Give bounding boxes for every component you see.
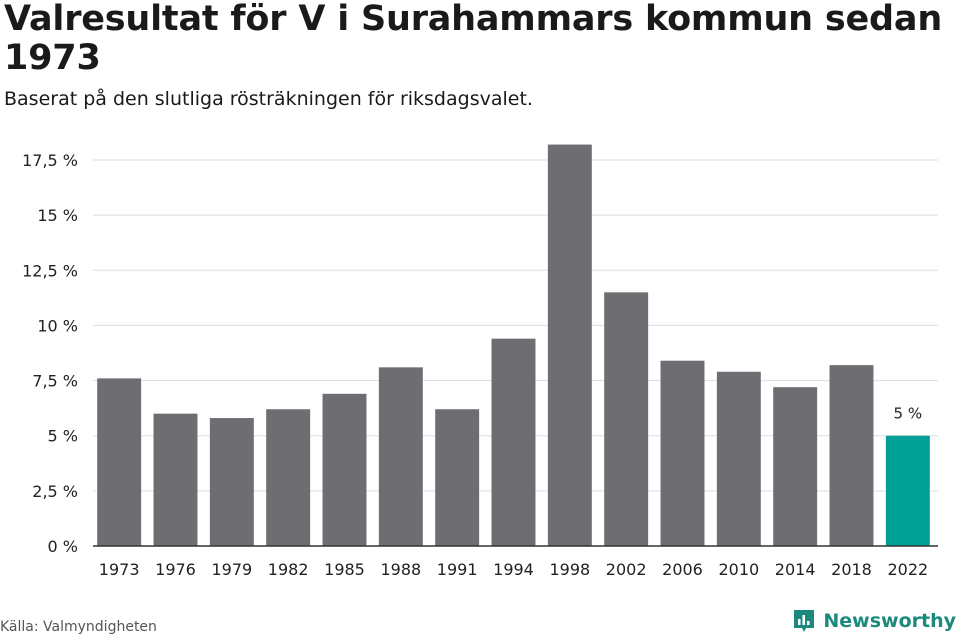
bar — [829, 365, 874, 546]
bar — [266, 409, 311, 546]
x-tick-label: 2014 — [775, 560, 816, 579]
y-tick-label: 5 % — [48, 427, 78, 446]
y-tick-label: 12,5 % — [22, 261, 78, 280]
bar — [491, 338, 536, 546]
x-tick-label: 2006 — [662, 560, 703, 579]
x-tick-label: 2022 — [887, 560, 928, 579]
x-tick-label: 2010 — [718, 560, 759, 579]
bar — [716, 371, 761, 546]
bar — [435, 409, 480, 546]
chart-subtitle: Baserat på den slutliga rösträkningen fö… — [4, 88, 533, 110]
chart-title: Valresultat för V i Surahammars kommun s… — [4, 0, 943, 78]
y-tick-label: 17,5 % — [22, 151, 78, 170]
x-tick-label: 1973 — [99, 560, 140, 579]
x-tick-label: 1985 — [324, 560, 365, 579]
x-tick-label: 1994 — [493, 560, 534, 579]
x-tick-label: 1991 — [437, 560, 478, 579]
bar — [604, 292, 649, 546]
data-label: 5 % — [894, 405, 923, 423]
source-note: Källa: Valmyndigheten — [0, 619, 157, 635]
bar — [153, 413, 198, 546]
bar — [322, 393, 367, 546]
x-tick-label: 1998 — [549, 560, 590, 579]
x-tick-label: 2018 — [831, 560, 872, 579]
brand-name: Newsworthy — [823, 610, 956, 632]
bar — [547, 144, 592, 546]
x-tick-label: 1976 — [155, 560, 196, 579]
bar — [773, 387, 818, 546]
bar — [378, 367, 423, 546]
x-tick-label: 2002 — [606, 560, 647, 579]
x-tick-label: 1988 — [380, 560, 421, 579]
y-tick-label: 7,5 % — [32, 372, 78, 391]
x-tick-label: 1982 — [268, 560, 309, 579]
y-tick-label: 10 % — [37, 316, 78, 335]
y-tick-label: 0 % — [48, 537, 78, 556]
bar — [885, 435, 930, 546]
bar — [209, 418, 254, 546]
y-tick-label: 15 % — [37, 206, 78, 225]
bar — [660, 360, 705, 546]
brand-logo: Newsworthy — [792, 608, 956, 634]
x-tick-label: 1979 — [211, 560, 252, 579]
y-tick-label: 2,5 % — [32, 482, 78, 501]
newsworthy-logo-icon — [794, 610, 815, 632]
bar — [97, 378, 142, 546]
